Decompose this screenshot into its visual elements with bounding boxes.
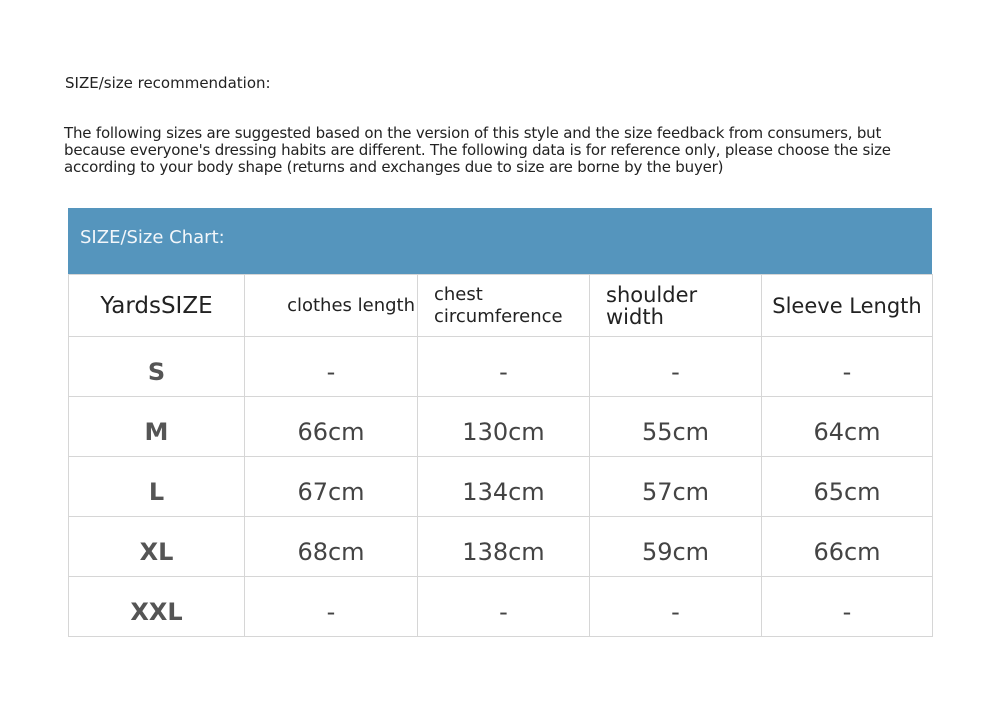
measurement-cell: 59cm [589, 516, 762, 577]
size-cell: M [68, 396, 245, 457]
size-chart-title: SIZE/Size Chart: [68, 208, 932, 274]
header-row: YardsSIZE clothes length chest circumferen… [68, 274, 933, 337]
column-header: clothes length [244, 274, 418, 337]
table-row: S---- [68, 336, 933, 397]
measurement-cell: 65cm [761, 456, 933, 517]
measurement-cell: - [244, 576, 418, 637]
measurement-cell: 67cm [244, 456, 418, 517]
measurement-cell: - [244, 336, 418, 397]
measurement-cell: - [589, 336, 762, 397]
measurement-cell: - [589, 576, 762, 637]
measurement-cell: - [761, 576, 933, 637]
measurement-cell: - [417, 576, 590, 637]
measurement-cell: 68cm [244, 516, 418, 577]
page-title: SIZE/size recommendation: [65, 74, 271, 92]
size-cell: XL [68, 516, 245, 577]
column-header: YardsSIZE [68, 274, 245, 337]
table-row: M 66cm 130cm 55cm 64cm [68, 396, 933, 457]
size-cell: S [68, 336, 245, 397]
size-cell: L [68, 456, 245, 517]
measurement-cell: - [761, 336, 933, 397]
measurement-cell: 130cm [417, 396, 590, 457]
measurement-cell: - [417, 336, 590, 397]
measurement-cell: 64cm [761, 396, 933, 457]
column-header: shoulder width [589, 274, 762, 337]
table-row: XL 68cm 138cm 59cm 66cm [68, 516, 933, 577]
table-row: L 67cm 134cm 57cm 65cm [68, 456, 933, 517]
description: The following sizes are suggested based … [64, 124, 891, 176]
measurement-cell: 57cm [589, 456, 762, 517]
measurement-cell: 134cm [417, 456, 590, 517]
measurement-cell: 66cm [761, 516, 933, 577]
measurement-cell: 138cm [417, 516, 590, 577]
column-header: Sleeve Length [761, 274, 933, 337]
column-header: chest circumference [417, 274, 590, 337]
size-cell: XXL [68, 576, 245, 637]
table-row: XXL - - - - [68, 576, 933, 637]
measurement-cell: 55cm [589, 396, 762, 457]
measurement-cell: 66cm [244, 396, 418, 457]
size-table: YardsSIZE clothes length chest circumferen… [68, 274, 933, 637]
